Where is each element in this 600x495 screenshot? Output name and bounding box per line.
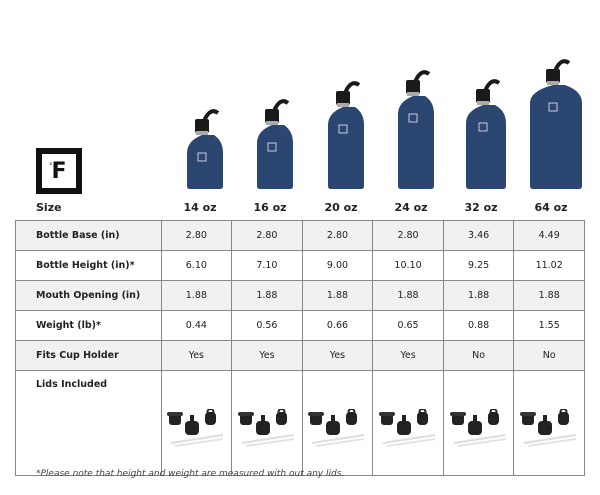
cell-value: 2.80 <box>231 220 303 251</box>
cell-value: 9.25 <box>442 250 515 281</box>
cell-value: Yes <box>372 340 444 371</box>
row-label: Lids Included <box>15 370 162 476</box>
table-row: Mouth Opening (in) 1.88 1.88 1.88 1.88 1.88 1.… <box>15 280 585 311</box>
cell-value: Yes <box>160 340 233 371</box>
table-row: Bottle Base (in) 2.80 2.80 2.80 2.80 3.46 4.49 <box>15 220 585 251</box>
cell-value: 1.88 <box>372 280 444 311</box>
row-label: Weight (lb)* <box>15 310 162 341</box>
cell-value: 2.80 <box>301 220 374 251</box>
spec-table: Bottle Base (in) 2.80 2.80 2.80 2.80 3.46 4.49… <box>15 220 585 476</box>
row-label: Bottle Base (in) <box>15 220 162 251</box>
cell-value: 0.65 <box>372 310 444 341</box>
lids-image <box>449 407 506 447</box>
table-row: Fits Cup Holder Yes Yes Yes Yes No No <box>15 340 585 371</box>
bottle-image <box>392 68 434 193</box>
cell-value: 0.56 <box>231 310 303 341</box>
cell-value: 1.88 <box>160 280 233 311</box>
cell-value: 2.80 <box>160 220 233 251</box>
bottle-image <box>322 79 364 193</box>
row-label: Mouth Opening (in) <box>15 280 162 311</box>
size-header: 64 oz <box>534 201 568 214</box>
cell-value: 2.80 <box>372 220 444 251</box>
cell-value: 4.49 <box>513 220 585 251</box>
cell-value: 7.10 <box>231 250 303 281</box>
cell-value: No <box>442 340 515 371</box>
size-header: 16 oz <box>253 201 287 214</box>
cell-value: 1.88 <box>301 280 374 311</box>
cell-value: 1.55 <box>513 310 585 341</box>
cell-value: 1.88 <box>231 280 303 311</box>
size-header: 20 oz <box>324 201 358 214</box>
cell-value: 0.44 <box>160 310 233 341</box>
lids-image <box>237 407 295 447</box>
lids-image <box>167 407 224 447</box>
cell-value: 0.66 <box>301 310 374 341</box>
cell-value: 6.10 <box>160 250 233 281</box>
cell-value: 1.88 <box>442 280 515 311</box>
footnote: *Please note that height and weight are … <box>36 469 345 479</box>
cell-value: Yes <box>301 340 374 371</box>
bottle-image <box>181 107 223 193</box>
brand-logo: ° F <box>36 148 82 194</box>
size-header: 14 oz <box>183 201 217 214</box>
cell-value: 10.10 <box>372 250 444 281</box>
size-label: Size <box>36 201 62 214</box>
lids-image <box>379 407 436 447</box>
lids-row: Lids Included <box>15 370 585 476</box>
cell-value: 11.02 <box>513 250 585 281</box>
lids-image <box>308 407 365 447</box>
cell-value: 0.88 <box>442 310 515 341</box>
table-row: Bottle Height (in)* 6.10 7.10 9.00 10.10 9.25… <box>15 250 585 281</box>
cell-value: 3.46 <box>442 220 515 251</box>
cell-value: 9.00 <box>301 250 374 281</box>
row-label: Bottle Height (in)* <box>15 250 162 281</box>
lids-image <box>520 407 577 447</box>
table-row: Weight (lb)* 0.44 0.56 0.66 0.65 0.88 1.55 <box>15 310 585 341</box>
cell-value: Yes <box>231 340 303 371</box>
bottle-image <box>251 97 293 193</box>
cell-value: 1.88 <box>513 280 585 311</box>
size-header: 32 oz <box>464 201 498 214</box>
size-header: 24 oz <box>394 201 428 214</box>
bottle-image <box>524 57 582 193</box>
bottle-image <box>460 77 506 193</box>
row-label: Fits Cup Holder <box>15 340 162 371</box>
cell-value: No <box>513 340 585 371</box>
